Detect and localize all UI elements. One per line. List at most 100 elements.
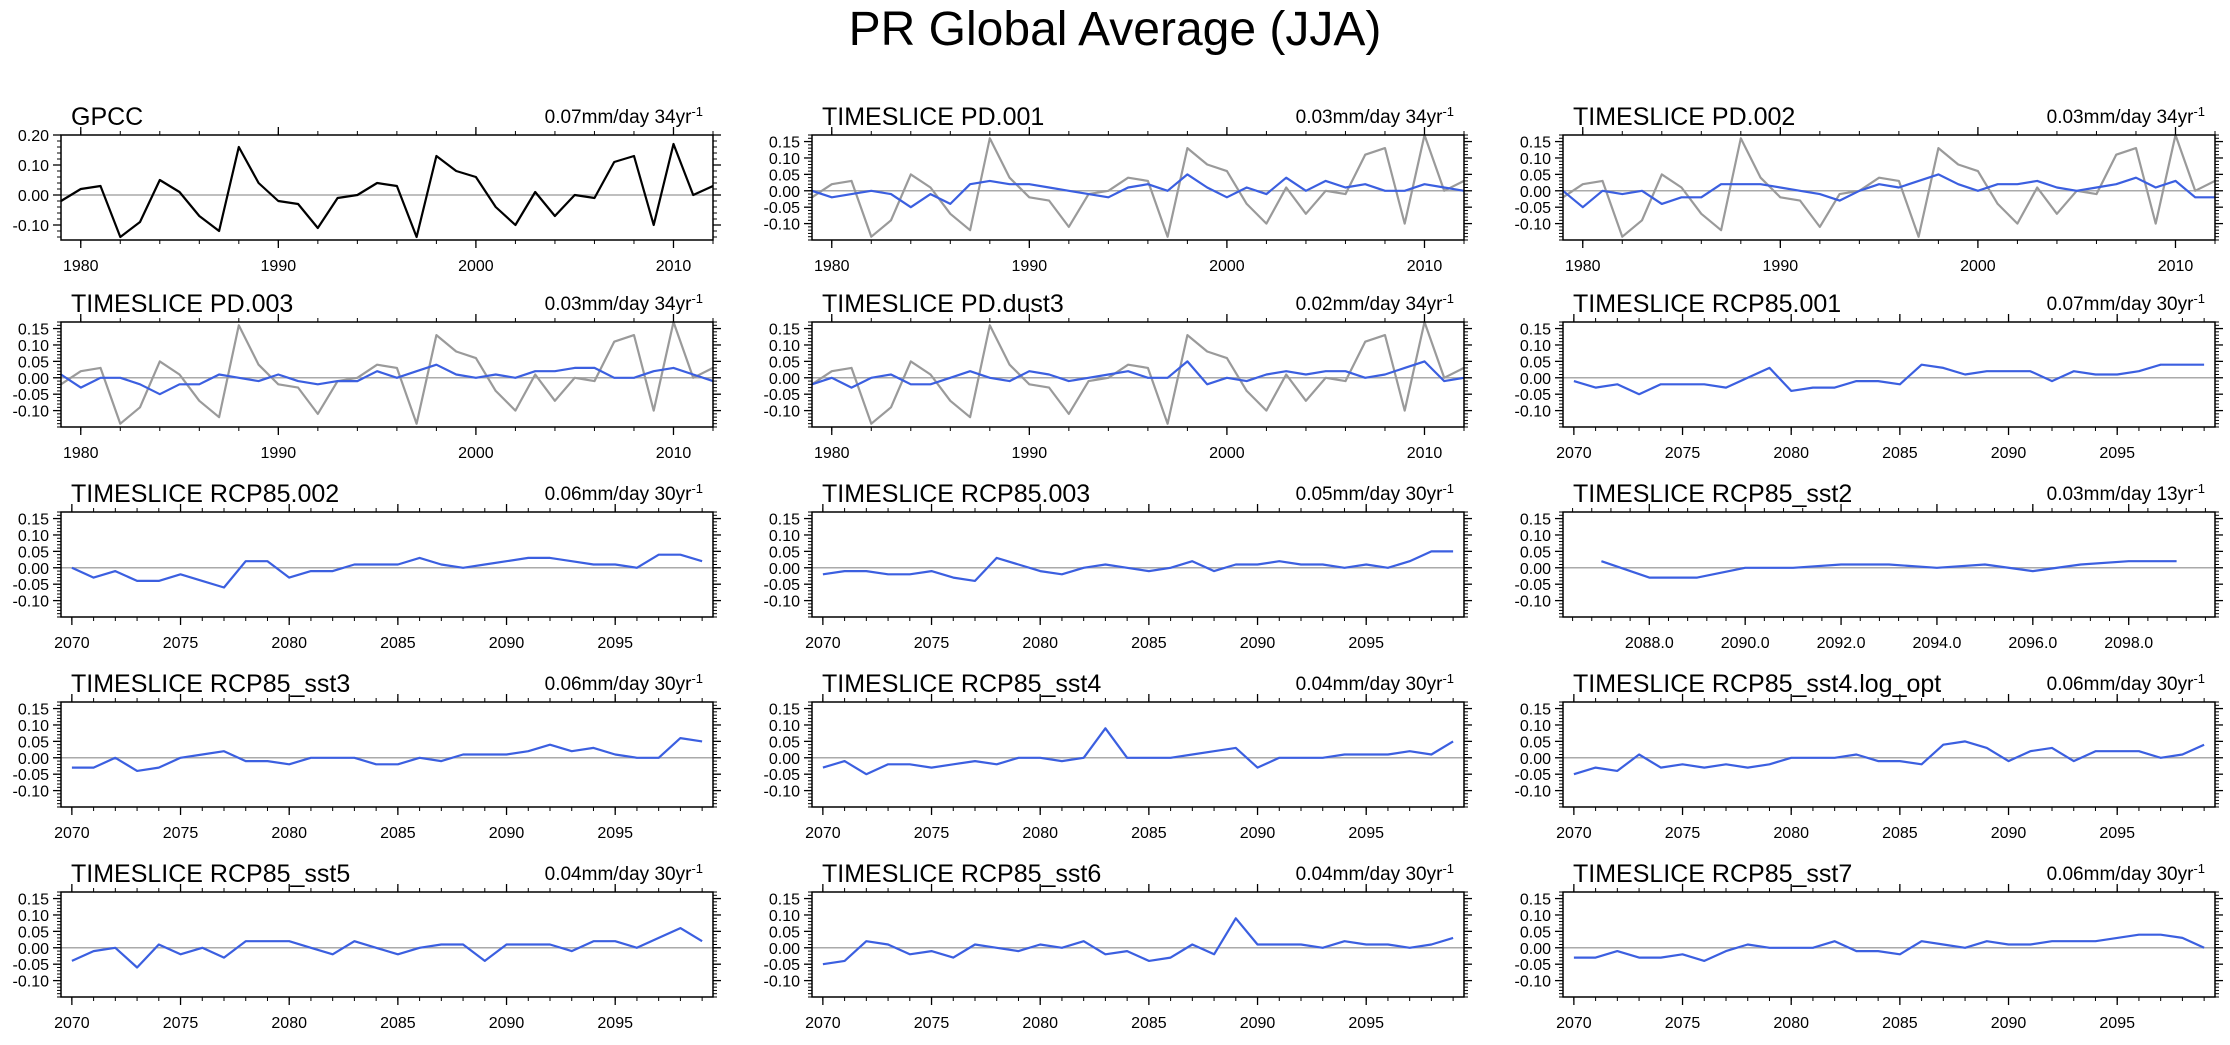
- panel: TIMESLICE RCP85.001 0.07mm/day 30yr-1 -0.1…: [1515, 290, 2223, 462]
- x-tick-label: 2095: [1348, 1015, 1384, 1032]
- x-tick-label: 2085: [1882, 825, 1918, 842]
- panel: TIMESLICE RCP85_sst3 0.06mm/day 30yr-1 -0.…: [13, 670, 721, 842]
- x-tick-label: 2070: [1556, 1015, 1592, 1032]
- panel-title: TIMESLICE PD.001: [822, 103, 1044, 131]
- y-tick-label: 0.05: [1520, 354, 1551, 371]
- series-line: [811, 360, 1465, 389]
- trend-label: 0.04mm/day 30yr-1: [545, 861, 703, 886]
- x-tick-label: 2080: [271, 635, 307, 652]
- x-tick-label: 2075: [163, 1015, 199, 1032]
- y-tick-label: 0.15: [18, 322, 49, 339]
- x-tick-label: 1990: [261, 258, 297, 275]
- series-line: [1601, 560, 2177, 579]
- panel-title: TIMESLICE RCP85_sst5: [71, 860, 350, 888]
- panel-title: TIMESLICE RCP85_sst4.log_opt: [1573, 670, 1941, 698]
- y-tick-label: 0.20: [18, 128, 49, 145]
- y-tick-label: 0.15: [1520, 892, 1551, 909]
- x-tick-label: 2070: [54, 1015, 90, 1032]
- panel-title: TIMESLICE RCP85.002: [71, 480, 339, 508]
- y-tick-label: 0.15: [1520, 512, 1551, 529]
- x-tick-label: 2075: [163, 635, 199, 652]
- y-tick-label: 0.10: [1520, 338, 1551, 355]
- x-tick-label: 2080: [1022, 635, 1058, 652]
- x-tick-label: 2080: [1773, 825, 1809, 842]
- panel-title: TIMESLICE RCP85.003: [822, 480, 1090, 508]
- x-tick-label: 2075: [914, 1015, 950, 1032]
- y-tick-label: 0.05: [769, 544, 800, 561]
- x-tick-label: 2010: [656, 258, 692, 275]
- x-tick-label: 2090: [1240, 825, 1276, 842]
- series-line: [60, 363, 714, 396]
- x-tick-label: 2092.0: [1817, 635, 1866, 652]
- panel: TIMESLICE RCP85.003 0.05mm/day 30yr-1 -0.1…: [764, 480, 1472, 652]
- x-tick-label: 2098.0: [2104, 635, 2153, 652]
- panel: TIMESLICE PD.002 0.03mm/day 34yr-1 -0.10-0…: [1515, 103, 2223, 275]
- x-tick-label: 2080: [271, 825, 307, 842]
- x-tick-label: 2095: [2099, 1015, 2135, 1032]
- x-tick-label: 2000: [1209, 445, 1245, 462]
- y-tick-label: 0.00: [18, 751, 49, 768]
- plot-frame: [1562, 134, 2216, 241]
- x-tick-label: 2095: [2099, 825, 2135, 842]
- x-tick-label: 2088.0: [1625, 635, 1674, 652]
- y-tick-label: -0.10: [764, 217, 801, 234]
- y-tick-label: 0.05: [18, 544, 49, 561]
- y-tick-label: 0.05: [1520, 924, 1551, 941]
- y-tick-label: 0.05: [18, 924, 49, 941]
- y-tick-label: 0.00: [769, 941, 800, 958]
- x-tick-label: 2085: [1131, 635, 1167, 652]
- series-line: [822, 917, 1454, 966]
- y-tick-label: 0.05: [769, 734, 800, 751]
- y-tick-label: -0.05: [13, 387, 50, 404]
- x-tick-label: 2095: [1348, 825, 1384, 842]
- y-tick-label: 0.15: [1520, 702, 1551, 719]
- y-tick-label: 0.05: [1520, 167, 1551, 184]
- figure-title: PR Global Average (JJA): [848, 3, 1382, 56]
- y-tick-label: 0.00: [769, 371, 800, 388]
- y-tick-label: 0.10: [1520, 151, 1551, 168]
- trend-label: 0.06mm/day 30yr-1: [545, 671, 703, 696]
- series-line: [71, 926, 703, 969]
- x-tick-label: 2000: [1209, 258, 1245, 275]
- panel: TIMESLICE RCP85_sst7 0.06mm/day 30yr-1 -0.…: [1515, 860, 2223, 1032]
- trend-label: 0.06mm/day 30yr-1: [545, 481, 703, 506]
- plot-frame: [1562, 891, 2216, 998]
- x-tick-label: 1980: [814, 445, 850, 462]
- panel: TIMESLICE PD.003 0.03mm/day 34yr-1 -0.10-0…: [13, 290, 721, 462]
- x-tick-label: 2095: [2099, 445, 2135, 462]
- x-tick-label: 2085: [1882, 445, 1918, 462]
- x-tick-label: 2080: [1022, 1015, 1058, 1032]
- panel-title: GPCC: [71, 103, 143, 131]
- y-tick-label: 0.15: [769, 512, 800, 529]
- y-tick-label: 0.00: [18, 371, 49, 388]
- y-tick-label: -0.05: [1515, 387, 1552, 404]
- x-tick-label: 2010: [1407, 258, 1443, 275]
- series-line: [1573, 933, 2205, 963]
- y-tick-label: 0.00: [18, 561, 49, 578]
- y-tick-label: 0.05: [1520, 734, 1551, 751]
- y-tick-label: 0.10: [18, 528, 49, 545]
- y-tick-label: 0.00: [18, 941, 49, 958]
- x-tick-label: 1990: [1763, 258, 1799, 275]
- panel: TIMESLICE RCP85.002 0.06mm/day 30yr-1 -0.1…: [13, 480, 721, 652]
- x-tick-label: 2000: [1960, 258, 1996, 275]
- x-tick-label: 2080: [1022, 825, 1058, 842]
- x-tick-label: 2070: [805, 825, 841, 842]
- y-tick-label: -0.10: [764, 404, 801, 421]
- trend-label: 0.07mm/day 30yr-1: [2047, 291, 2205, 316]
- x-tick-label: 2085: [1882, 1015, 1918, 1032]
- x-tick-label: 2095: [1348, 635, 1384, 652]
- y-tick-label: 0.05: [1520, 544, 1551, 561]
- x-tick-label: 2090: [1991, 1015, 2027, 1032]
- series-line: [71, 736, 703, 773]
- x-tick-label: 2090: [1991, 825, 2027, 842]
- y-tick-label: 0.10: [1520, 528, 1551, 545]
- y-tick-label: 0.00: [1520, 751, 1551, 768]
- y-tick-label: 0.15: [18, 512, 49, 529]
- x-tick-label: 2075: [163, 825, 199, 842]
- x-tick-label: 2090: [1991, 445, 2027, 462]
- y-tick-label: 0.15: [769, 135, 800, 152]
- x-tick-label: 2070: [54, 635, 90, 652]
- x-tick-label: 2070: [1556, 825, 1592, 842]
